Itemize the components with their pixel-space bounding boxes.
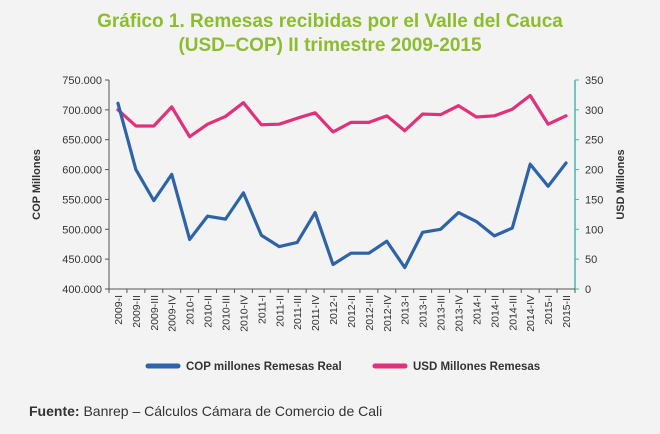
x-tick-label: 2010-III — [221, 295, 233, 331]
x-tick-label: 2011-IV — [310, 295, 322, 331]
cop-series-line — [116, 101, 568, 270]
right-tick-label: 350 — [585, 75, 603, 87]
usd-series-line — [116, 93, 568, 139]
x-tick-label: 2011-III — [292, 295, 304, 330]
right-tick-label: 250 — [585, 135, 603, 147]
line-chart: 400.000 450.000 500.000 550.000 600.000 650.0… — [31, 75, 627, 373]
chart-title: Gráfico 1. Remesas recibidas por el Vall… — [0, 10, 660, 58]
left-tick-label: 450.000 — [62, 254, 102, 266]
source-note: Fuente: Banrep – Cálculos Cámara de Come… — [29, 403, 382, 419]
x-tick-label: 2013-III — [436, 295, 448, 331]
x-tick-label: 2012-III — [364, 295, 376, 331]
x-tick-label: 2013-I — [400, 295, 412, 325]
x-tick-label: 2010-II — [203, 295, 215, 328]
left-tick-label: 600.000 — [62, 165, 102, 177]
x-tick-label: 2014-IV — [525, 295, 537, 332]
legend-label-cop: COP millones Remesas Real — [186, 361, 342, 373]
x-tick-label: 2009-III — [149, 295, 161, 331]
right-tick-label: 200 — [585, 165, 603, 177]
x-tick-label: 2014-I — [471, 295, 483, 325]
left-tick-label: 550.000 — [62, 194, 102, 206]
x-tick-label: 2014-III — [507, 295, 519, 331]
x-tick-label: 2015-II — [561, 295, 573, 328]
x-tick-label: 2014-II — [489, 295, 501, 328]
x-tick-label: 2012-I — [328, 295, 340, 325]
left-tick-label: 400.000 — [62, 284, 102, 296]
y-axis-title: COP Millones — [31, 149, 43, 220]
x-tick-label: 2009-IV — [167, 295, 179, 332]
x-tick-label: 2011-I — [256, 295, 268, 324]
source-label: Fuente: — [29, 403, 80, 419]
x-tick-label: 2009-II — [131, 295, 143, 328]
x-tick-label: 2010-I — [185, 295, 197, 325]
left-tick-label: 750.000 — [62, 75, 102, 87]
right-tick-label: 50 — [585, 254, 597, 266]
left-tick-label: 700.000 — [62, 105, 102, 117]
right-tick-label: 100 — [585, 224, 603, 236]
source-text: Banrep – Cálculos Cámara de Comercio de … — [83, 403, 383, 419]
y2-axis-title: USD Millones — [615, 149, 627, 219]
x-tick-label: 2015-I — [543, 295, 555, 325]
right-tick-label: 0 — [585, 284, 591, 296]
x-tick-label: 2010-IV — [238, 295, 250, 332]
x-tick-label: 2013-II — [418, 295, 430, 328]
chart-title-line-2: (USD–COP) II trimestre 2009-2015 — [178, 35, 482, 56]
left-tick-label: 500.000 — [62, 224, 102, 236]
right-tick-label: 300 — [585, 105, 603, 117]
x-tick-label: 2012-IV — [382, 295, 394, 332]
chart-title-line-1: Gráfico 1. Remesas recibidas por el Vall… — [97, 11, 563, 32]
x-tick-label: 2011-II — [274, 295, 286, 327]
x-tick-label: 2012-II — [346, 295, 358, 328]
x-tick-label: 2013-IV — [454, 295, 466, 332]
left-tick-label: 650.000 — [62, 135, 102, 147]
x-tick-label: 2009-I — [113, 295, 125, 325]
legend-label-usd: USD Millones Remesas — [413, 361, 540, 373]
right-tick-label: 150 — [585, 194, 603, 206]
